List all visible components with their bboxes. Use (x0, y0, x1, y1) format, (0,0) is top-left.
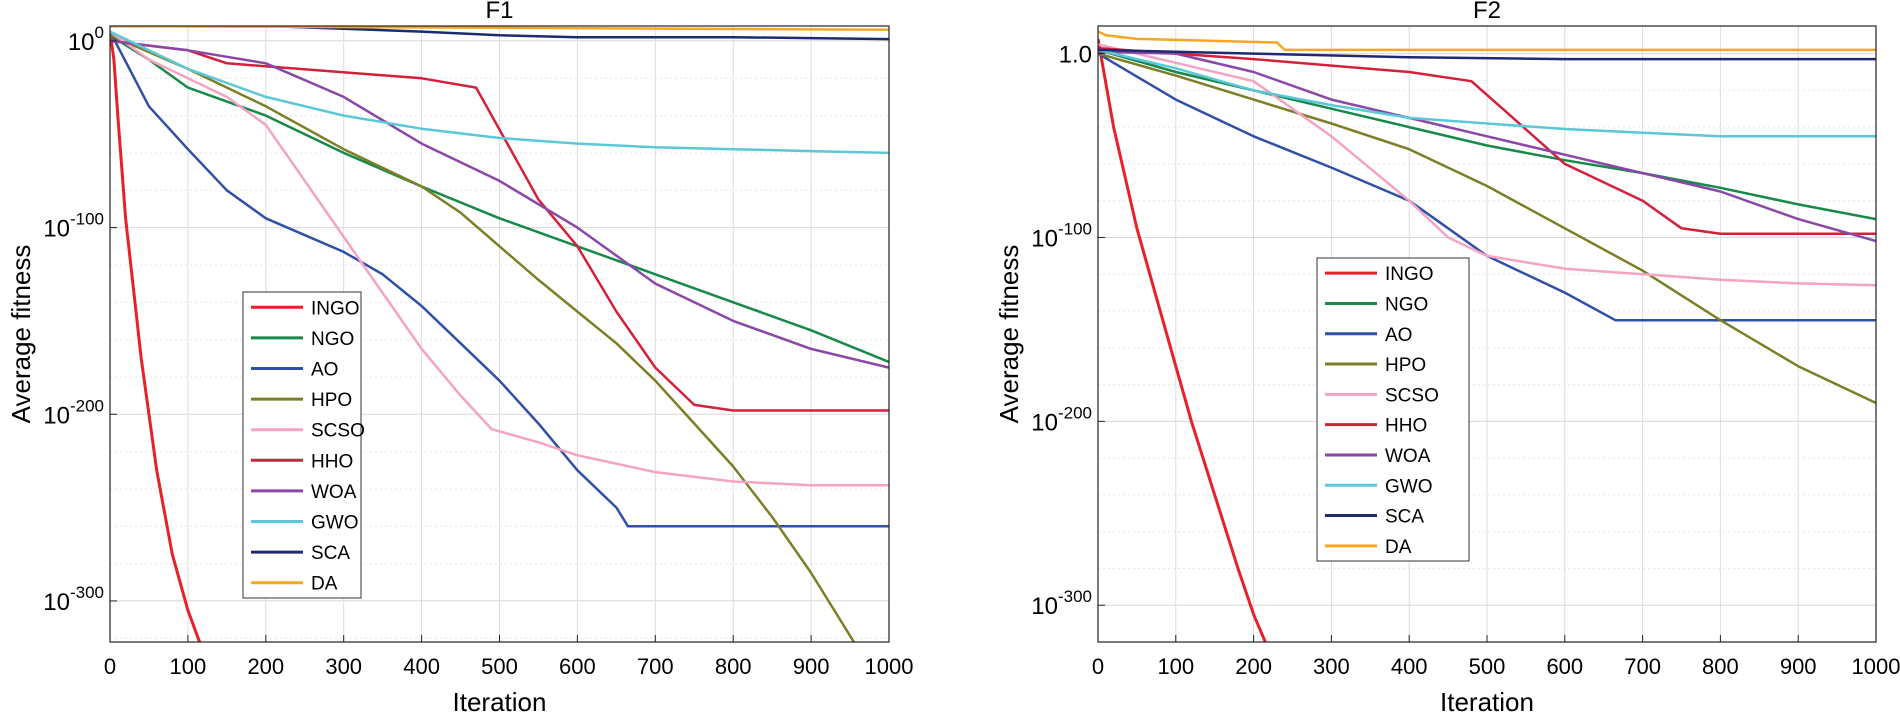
x-tick-label: 700 (1624, 654, 1661, 679)
series-line-scso (110, 30, 889, 487)
legend-label-ngo: NGO (311, 329, 354, 350)
y-tick-base: 10 (1031, 225, 1058, 252)
series-line-woa (1098, 50, 1876, 243)
legend-box (242, 291, 362, 599)
x-tick-label: 0 (1092, 654, 1104, 679)
y-tick-exponent: -100 (1058, 219, 1092, 238)
x-tick-label: 300 (325, 654, 362, 679)
legend-label-hho: HHO (1385, 416, 1427, 437)
x-tick-label: 800 (715, 654, 752, 679)
x-tick-label: 1000 (865, 654, 914, 679)
x-tick-label: 500 (481, 654, 518, 679)
y-tick-label: 10-100 (43, 210, 104, 243)
series-line-ao (110, 31, 889, 528)
x-tick-label: 300 (1313, 654, 1350, 679)
legend-label-ao: AO (1385, 325, 1412, 346)
y-tick-base: 10 (43, 589, 70, 616)
series-line-gwo (1098, 48, 1876, 138)
x-axis-label: Iteration (1440, 687, 1534, 713)
legend-label-ingo: INGO (311, 298, 360, 319)
chart-panel-f2: 0 100 200 300 400 500 600 700 800 900 10001.010-10… (994, 0, 1900, 713)
series-line-ao (1098, 52, 1876, 322)
legend: INGO NGO AO HPO SCSO HHO WOA GWO SCA DA (1316, 257, 1470, 562)
chart-panel-f1: 0 100 200 300 400 500 600 700 800 900 100010010-10… (6, 0, 913, 713)
y-tick-exponent: 0 (95, 23, 104, 42)
series-line-hho (110, 39, 889, 412)
y-tick-label: 1.0 (1059, 42, 1092, 69)
y-tick-label: 10-300 (43, 583, 104, 616)
legend-label-ngo: NGO (1385, 294, 1428, 315)
x-tick-label: 900 (793, 654, 830, 679)
series-line-hpo (1098, 52, 1876, 405)
y-tick-base: 10 (68, 29, 95, 56)
y-axis-label: Average fitness (6, 245, 36, 424)
chart-title: F1 (485, 0, 513, 24)
x-tick-label: 0 (104, 654, 116, 679)
series-line-hpo (110, 34, 855, 642)
legend-box (1316, 257, 1470, 562)
legend: INGO NGO AO HPO SCSO HHO WOA GWO SCA DA (242, 291, 365, 599)
legend-label-sca: SCA (1385, 507, 1424, 528)
legend-label-ao: AO (311, 360, 338, 381)
series-line-ngo (110, 34, 889, 364)
legend-label-gwo: GWO (1385, 476, 1433, 497)
legend-label-hpo: HPO (1385, 355, 1426, 376)
x-tick-label: 500 (1469, 654, 1506, 679)
y-tick-exponent: -100 (70, 210, 104, 229)
series-line-woa (110, 39, 889, 369)
x-tick-label: 200 (1235, 654, 1272, 679)
series-line-sca (110, 26, 889, 41)
legend-label-gwo: GWO (311, 513, 359, 534)
series-lines (1098, 30, 1876, 642)
series-line-sca (1098, 48, 1876, 61)
series-line-da (110, 26, 889, 31)
series-line-da (1098, 30, 1876, 52)
y-tick-label: 10-300 (1031, 587, 1092, 620)
x-tick-label: 600 (1546, 654, 1583, 679)
series-line-gwo (110, 30, 889, 155)
y-axis-label: Average fitness (994, 245, 1024, 424)
x-axis-label: Iteration (453, 687, 547, 713)
legend-label-woa: WOA (1385, 446, 1431, 467)
x-tick-label: 800 (1702, 654, 1739, 679)
y-tick-base: 10 (1031, 593, 1058, 620)
legend-label-sca: SCA (311, 543, 350, 564)
x-tick-label: 1000 (1852, 654, 1900, 679)
y-tick-exponent: -200 (70, 396, 104, 415)
y-tick-label: 10-200 (43, 396, 104, 429)
y-tick-exponent: -300 (70, 583, 104, 602)
y-tick-label: 100 (68, 23, 104, 56)
legend-label-da: DA (1385, 537, 1412, 558)
series-line-ingo (110, 31, 202, 642)
y-tick-base: 10 (43, 402, 70, 429)
x-tick-label: 100 (1157, 654, 1194, 679)
y-tick-exponent: -300 (1058, 587, 1092, 606)
y-tick-base: 10 (1031, 409, 1058, 436)
x-tick-label: 900 (1780, 654, 1817, 679)
y-tick-base: 1.0 (1059, 42, 1092, 69)
y-tick-exponent: -200 (1058, 403, 1092, 422)
x-tick-label: 400 (1391, 654, 1428, 679)
x-tick-label: 700 (637, 654, 674, 679)
x-tick-label: 400 (403, 654, 440, 679)
legend-label-hpo: HPO (311, 390, 352, 411)
y-tick-label: 10-200 (1031, 403, 1092, 436)
legend-label-woa: WOA (311, 482, 357, 503)
legend-label-hho: HHO (311, 451, 353, 472)
x-tick-label: 200 (247, 654, 284, 679)
chart-title: F2 (1473, 0, 1501, 24)
x-tick-label: 600 (559, 654, 596, 679)
y-tick-label: 10-100 (1031, 219, 1092, 252)
series-lines (110, 26, 889, 642)
series-line-scso (1098, 43, 1876, 287)
y-tick-base: 10 (43, 216, 70, 243)
x-tick-label: 100 (170, 654, 207, 679)
series-line-hho (1098, 46, 1876, 236)
legend-label-ingo: INGO (1385, 264, 1434, 285)
legend-label-da: DA (311, 574, 338, 595)
series-line-ingo (1098, 38, 1267, 642)
legend-label-scso: SCSO (311, 421, 365, 442)
legend-label-scso: SCSO (1385, 385, 1439, 406)
